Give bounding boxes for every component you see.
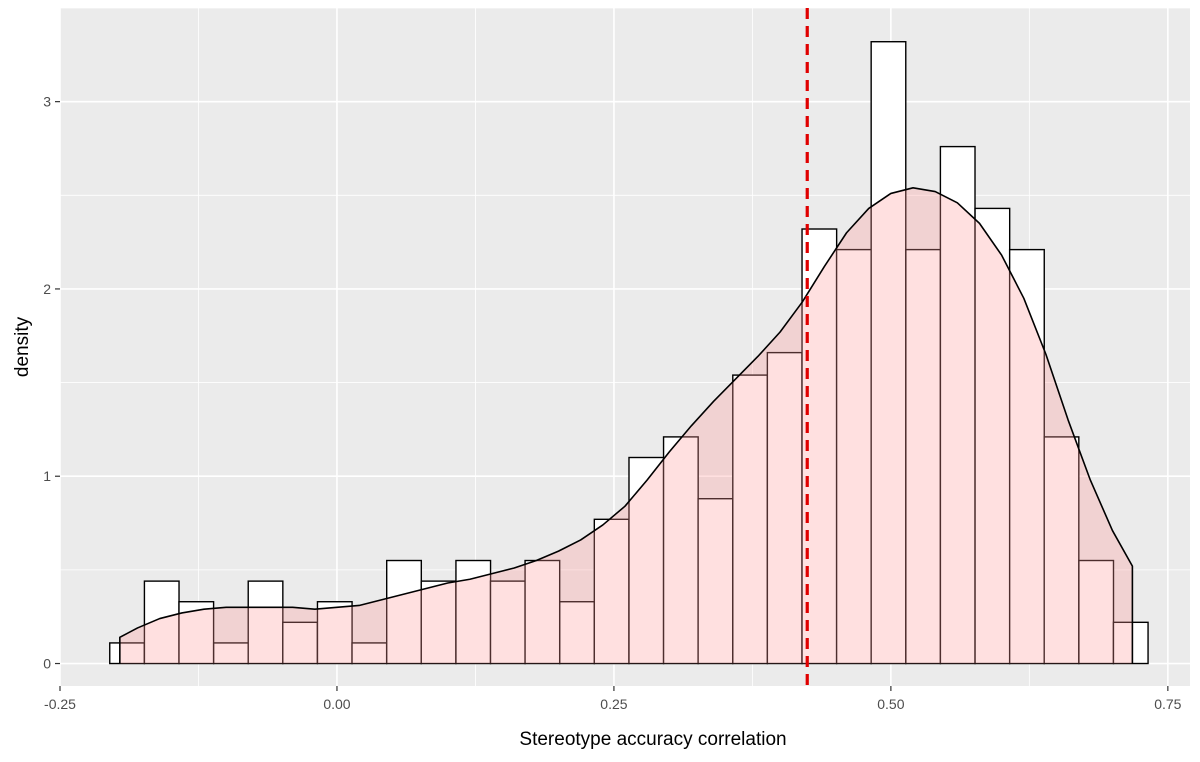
x-tick-label: 0.75	[1154, 696, 1181, 712]
histogram-bar	[489, 580, 526, 665]
density-area	[119, 187, 1133, 664]
histogram-bar	[697, 498, 734, 665]
x-tick-label: 0.25	[600, 696, 627, 712]
histogram-bar	[593, 518, 630, 665]
histogram-bar	[732, 374, 769, 665]
y-tick-label: 1	[43, 468, 51, 484]
histogram-bar	[1008, 248, 1045, 665]
histogram-bar	[386, 559, 423, 665]
histogram-bar	[1112, 621, 1149, 665]
histogram-bar	[870, 41, 907, 665]
x-tick-label: -0.25	[44, 696, 76, 712]
y-tick-label: 3	[43, 94, 51, 110]
histogram-bar	[835, 248, 872, 665]
y-tick-label: 2	[43, 281, 51, 297]
histogram-bar	[628, 456, 665, 665]
histogram-bar	[524, 559, 561, 665]
x-axis-title: Stereotype accuracy correlation	[519, 729, 786, 750]
histogram-bar	[1043, 436, 1080, 665]
histogram-bar	[282, 621, 319, 665]
histogram-bar	[974, 207, 1011, 665]
y-tick-label: 0	[43, 656, 51, 672]
x-tick-label: 0.00	[323, 696, 350, 712]
histogram-bar	[1078, 559, 1115, 665]
histogram-bar	[247, 580, 284, 665]
histogram-bar	[559, 601, 596, 665]
density-curve-area	[119, 187, 1134, 664]
y-axis-title: density	[12, 316, 33, 377]
density-curve	[119, 187, 1134, 664]
histogram-bar	[420, 580, 457, 665]
axes: -0.25 0.00 0.25 0.50 0.75 0 1 2 3	[43, 94, 1181, 712]
histogram-bar	[316, 601, 353, 665]
histogram-bar	[766, 351, 803, 665]
x-tick-label: 0.50	[877, 696, 904, 712]
